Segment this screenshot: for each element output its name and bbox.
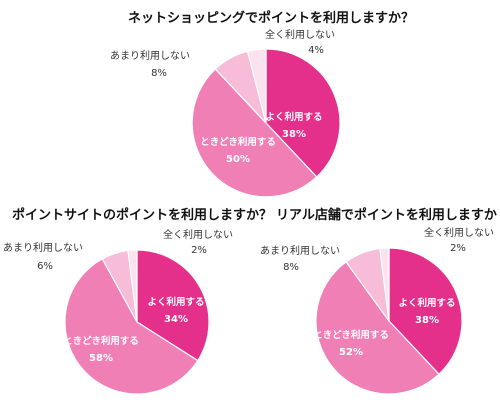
slice-label: あまり利用しない xyxy=(3,242,83,254)
slice-label: ときどき利用する xyxy=(63,335,139,347)
chart-2-title: ポイントサイトのポイントを利用しますか？ xyxy=(12,207,272,223)
slice-value-label: 8% xyxy=(283,262,299,273)
slice-label: 全く利用しない xyxy=(424,226,494,239)
slice-label: ときどき利用する xyxy=(313,329,389,341)
pie-slice-2 xyxy=(315,261,440,395)
slice-value-label: 2% xyxy=(191,245,207,256)
pie-chart-point-site: よく利用する 34% ときどき利用する 58% あまり利用しない 6% 全く利用しない 2% xyxy=(3,228,233,395)
pie-chart-real-store: よく利用する 38% ときどき利用する 52% あまり利用しない 8% 全く利用しない 2% xyxy=(260,226,494,395)
chart-3-title: リアル店舗でポイントを利用しますか xyxy=(276,207,497,223)
slice-value-label: 50% xyxy=(226,154,250,165)
slice-label: よく利用する xyxy=(147,296,204,308)
slice-value-label: 38% xyxy=(415,315,439,326)
slice-value-label: 52% xyxy=(339,347,363,358)
pie-slice-4 xyxy=(379,247,390,322)
slice-value-label: 2% xyxy=(450,243,466,254)
pie-slice-2 xyxy=(191,68,318,198)
slice-value-label: 6% xyxy=(37,261,53,272)
slice-label: あまり利用しない xyxy=(260,245,340,257)
slice-value-label: 8% xyxy=(151,68,167,79)
slice-label: ときどき利用する xyxy=(200,136,276,148)
pie-slice-1 xyxy=(388,247,463,376)
slice-value-label: 58% xyxy=(89,353,113,364)
slice-label: よく利用する xyxy=(398,297,455,309)
pie-slice-4 xyxy=(246,48,267,124)
pie-slice-2 xyxy=(64,258,199,395)
slice-label: あまり利用しない xyxy=(110,50,190,62)
slice-value-label: 4% xyxy=(308,45,324,56)
pie-chart-net-shopping: よく利用する 38% ときどき利用する 50% あまり利用しない 8% 全く利用しない 4% xyxy=(110,28,341,198)
pie-slice-4 xyxy=(127,249,138,323)
slice-label: よく利用する xyxy=(265,111,322,123)
slice-value-label: 38% xyxy=(282,129,306,140)
chart-1-title: ネットショッピングでポイントを利用しますか？ xyxy=(128,10,414,26)
pie-slice-1 xyxy=(265,48,341,178)
slice-value-label: 34% xyxy=(164,314,188,325)
slice-label: 全く利用しない xyxy=(163,228,233,241)
slice-label: 全く利用しない xyxy=(265,28,335,41)
